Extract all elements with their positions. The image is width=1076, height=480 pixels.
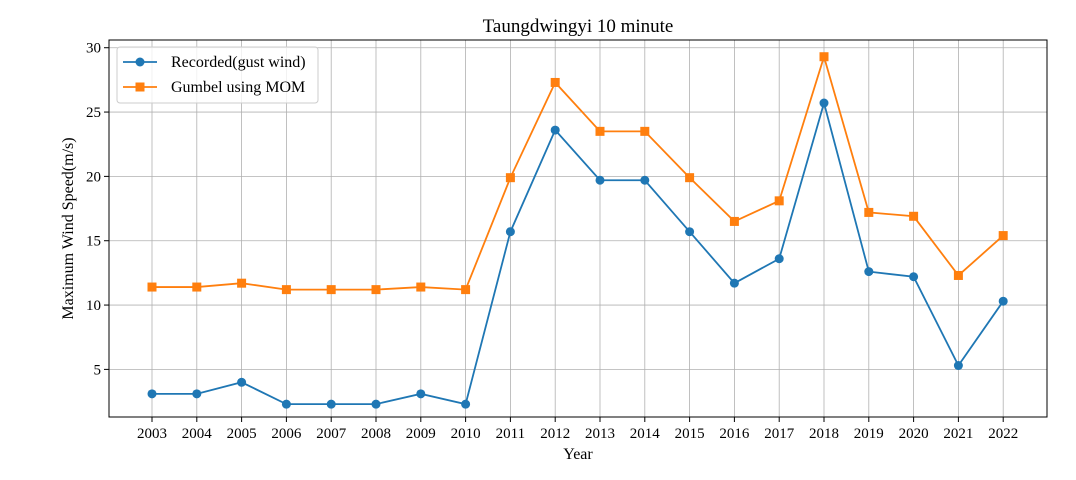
data-point <box>953 270 963 280</box>
legend-item: Gumbel using MOM <box>123 79 305 96</box>
legend-label: Recorded(gust wind) <box>171 54 306 71</box>
series-2 <box>147 52 1008 295</box>
series-line <box>152 99 1004 406</box>
data-point <box>953 361 963 371</box>
data-point <box>550 77 560 87</box>
axis-ticks: 2003 2004 2005 2006 2007 2008 2009 2010 2011 2012… <box>86 41 1018 442</box>
plot-frame <box>108 39 1048 418</box>
data-point <box>774 196 784 206</box>
chart-title: Taungdwingyi 10 minute <box>483 16 674 37</box>
data-point <box>281 285 291 295</box>
data-point <box>998 296 1008 306</box>
x-tick-label: 2012 <box>540 426 570 442</box>
data-point <box>595 175 605 185</box>
series-1 <box>147 98 1008 409</box>
data-point <box>909 272 919 282</box>
x-tick-label: 2011 <box>496 426 525 442</box>
x-axis-label: Year <box>563 446 593 463</box>
data-point <box>819 98 829 108</box>
y-tick-label: 5 <box>94 362 102 378</box>
legend-label: Gumbel using MOM <box>171 79 305 96</box>
x-tick-label: 2014 <box>630 426 661 442</box>
x-tick-label: 2005 <box>227 426 257 442</box>
data-point <box>685 173 695 183</box>
x-tick-label: 2017 <box>764 426 795 442</box>
x-tick-label: 2019 <box>854 426 884 442</box>
data-point <box>864 267 874 277</box>
x-tick-label: 2021 <box>943 426 973 442</box>
series-line <box>152 53 1004 291</box>
data-point <box>819 52 829 62</box>
data-point <box>416 282 426 292</box>
data-point <box>461 285 471 295</box>
series-group <box>147 52 1008 409</box>
data-point <box>550 125 560 135</box>
x-tick-label: 2007 <box>316 426 347 442</box>
data-point <box>640 175 650 185</box>
x-tick-label: 2009 <box>406 426 436 442</box>
data-point <box>505 227 515 237</box>
legend-box <box>116 46 319 104</box>
data-point <box>909 211 919 221</box>
y-tick-label: 15 <box>86 234 101 250</box>
data-point <box>685 227 695 237</box>
data-point <box>237 377 247 387</box>
data-point <box>864 207 874 217</box>
data-point <box>595 126 605 136</box>
data-point <box>774 254 784 264</box>
x-tick-label: 2004 <box>182 426 213 442</box>
data-point <box>640 126 650 136</box>
legend-item: Recorded(gust wind) <box>123 54 306 71</box>
legend-marker <box>135 82 145 92</box>
data-point <box>998 231 1008 241</box>
y-axis-label: Maximum Wind Speed(m/s) <box>60 137 77 319</box>
x-tick-label: 2008 <box>361 426 391 442</box>
data-point <box>729 278 739 288</box>
x-tick-label: 2006 <box>271 426 302 442</box>
data-point <box>371 285 381 295</box>
data-point <box>505 173 515 183</box>
x-tick-label: 2015 <box>675 426 705 442</box>
x-tick-label: 2003 <box>137 426 167 442</box>
x-tick-label: 2013 <box>585 426 615 442</box>
x-tick-label: 2020 <box>899 426 929 442</box>
y-tick-label: 10 <box>86 298 101 314</box>
x-tick-label: 2016 <box>719 426 750 442</box>
x-tick-label: 2018 <box>809 426 839 442</box>
legend-marker <box>135 57 145 67</box>
y-tick-label: 30 <box>86 41 101 57</box>
data-point <box>416 389 426 399</box>
data-point <box>237 278 247 288</box>
x-tick-label: 2010 <box>451 426 481 442</box>
data-point <box>326 399 336 409</box>
data-point <box>371 399 381 409</box>
y-tick-label: 20 <box>86 169 101 185</box>
data-point <box>192 282 202 292</box>
legend: Recorded(gust wind) Gumbel using MOM <box>116 46 319 104</box>
data-point <box>147 282 157 292</box>
y-tick-label: 25 <box>86 105 101 121</box>
data-point <box>192 389 202 399</box>
data-point <box>281 399 291 409</box>
data-point <box>326 285 336 295</box>
x-tick-label: 2022 <box>988 426 1018 442</box>
data-point <box>729 216 739 226</box>
data-point <box>461 399 471 409</box>
data-point <box>147 389 157 399</box>
